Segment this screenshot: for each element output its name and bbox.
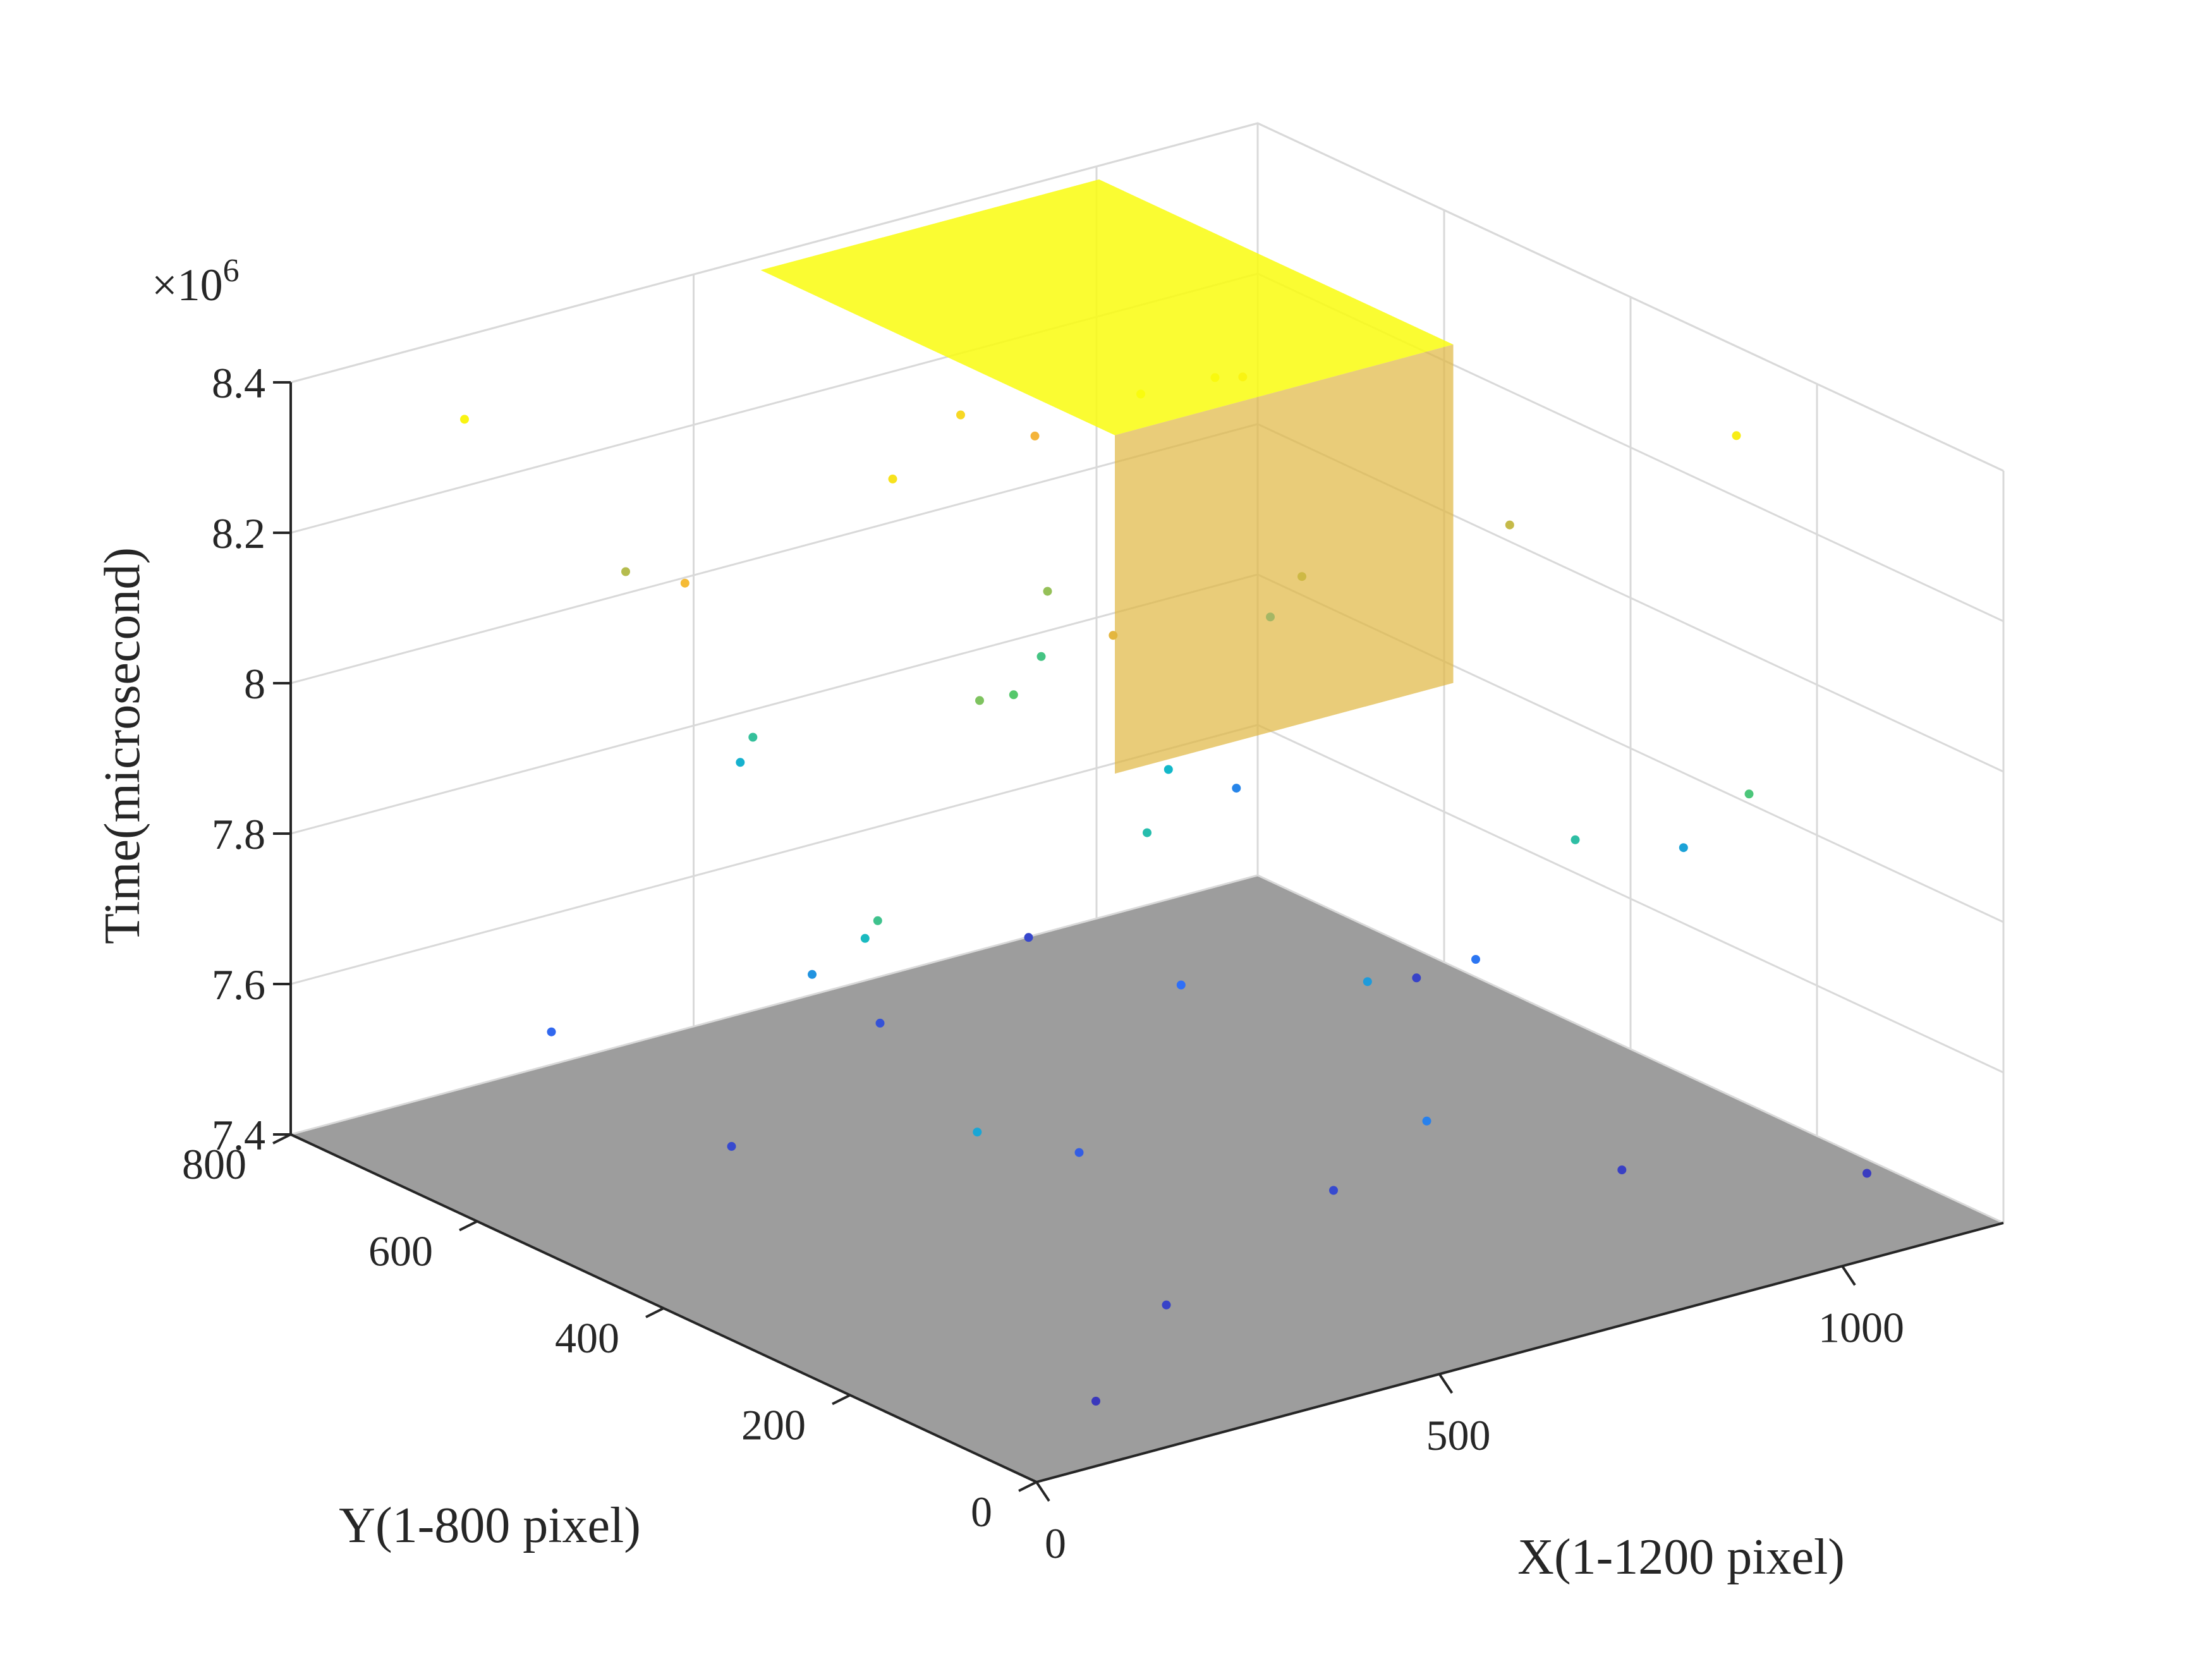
data-point [1329, 1186, 1338, 1195]
data-point [1422, 1116, 1431, 1126]
y-tick [459, 1220, 478, 1232]
data-point [1863, 1169, 1871, 1178]
x-tick-label: 500 [1426, 1411, 1491, 1459]
z-tick-label: 8.2 [212, 509, 265, 557]
data-point [1162, 1300, 1171, 1310]
data-points [460, 179, 1871, 1406]
data-point [1036, 652, 1046, 661]
data-point [1412, 973, 1421, 983]
data-point [1505, 520, 1514, 530]
data-point [1091, 1397, 1100, 1406]
z-axis-label: Time(microsecond) [95, 547, 150, 944]
x-tick-label: 0 [1045, 1519, 1066, 1567]
y-tick-label: 600 [368, 1227, 433, 1275]
data-point [956, 410, 965, 420]
x-tick-label: 1000 [1818, 1303, 1904, 1351]
data-point [1043, 586, 1052, 596]
x-tick [1438, 1373, 1454, 1394]
data-point [460, 415, 469, 424]
z-tick-label: 8.4 [212, 359, 265, 407]
y-tick-label: 0 [971, 1488, 992, 1536]
data-point [973, 1127, 982, 1137]
y-tick-label: 400 [555, 1314, 619, 1362]
data-point [727, 1141, 736, 1151]
x-tick [1035, 1481, 1050, 1502]
data-point [621, 567, 630, 576]
axis-labels: X(1-1200 pixel) Y(1-800 pixel) Time(micr… [95, 253, 1845, 1585]
z-tick-label: 7.4 [212, 1111, 265, 1159]
z-tick-label: 7.8 [212, 810, 265, 858]
z-tick-label: 7.6 [212, 961, 265, 1009]
data-point [888, 474, 897, 483]
data-point [680, 578, 690, 588]
z-exponent-label: ×106 [152, 253, 240, 310]
y-axis-label: Y(1-800 pixel) [339, 1498, 641, 1553]
data-point [1024, 933, 1033, 942]
data-point [808, 969, 817, 979]
axes-floor [291, 875, 2003, 1482]
data-point [547, 1027, 556, 1036]
data-point [1009, 690, 1018, 700]
data-point [1571, 835, 1580, 844]
y-tick [832, 1394, 851, 1406]
data-point [873, 916, 882, 925]
data-point [1143, 828, 1152, 837]
data-point [975, 696, 984, 705]
data-point [1744, 789, 1754, 799]
y-tick-label: 200 [741, 1401, 806, 1449]
data-point [748, 732, 758, 742]
data-point [1176, 980, 1186, 990]
data-point [1363, 977, 1372, 987]
data-point [1679, 843, 1688, 853]
data-point [1232, 784, 1241, 793]
box-edge-top [290, 122, 2004, 472]
y-tick [645, 1307, 664, 1318]
data-point [1030, 431, 1040, 441]
y-tick-label: 800 [182, 1140, 246, 1188]
floor-plane [291, 875, 2003, 1482]
data-point [1617, 1165, 1627, 1175]
dense-cluster-front [1115, 344, 1454, 774]
z-tick-label: 8 [244, 660, 265, 708]
data-point [1164, 765, 1173, 774]
data-point [875, 1018, 885, 1028]
data-point [860, 933, 870, 943]
dense-cluster-top [760, 179, 1454, 435]
grid-line-z [290, 874, 2004, 1224]
y-tick [272, 1133, 291, 1145]
data-point [1732, 431, 1741, 441]
x-tick [1841, 1265, 1856, 1286]
data-point [1471, 955, 1480, 964]
data-point [736, 758, 745, 767]
y-tick [1018, 1481, 1037, 1492]
data-point [1074, 1148, 1084, 1157]
x-axis-label: X(1-1200 pixel) [1517, 1529, 1845, 1585]
